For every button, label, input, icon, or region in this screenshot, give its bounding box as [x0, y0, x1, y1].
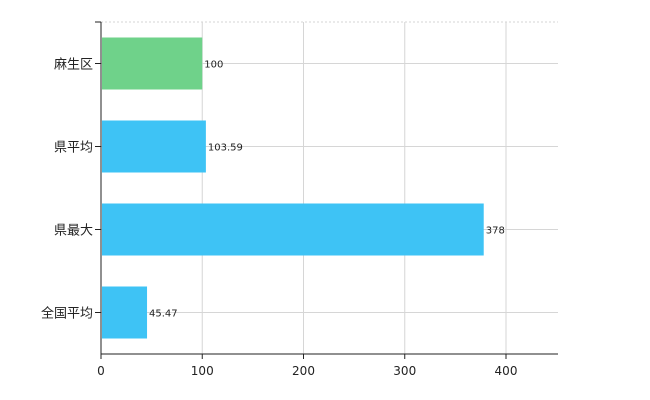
- x-tick-label: 200: [292, 364, 315, 378]
- category-label: 麻生区: [54, 58, 93, 73]
- x-tick-label: 0: [97, 364, 105, 378]
- axes: [95, 21, 558, 359]
- bar: [102, 203, 484, 256]
- category-label: 県最大: [54, 224, 93, 239]
- bar: [102, 120, 206, 173]
- bar: [102, 286, 148, 339]
- bars: [102, 37, 484, 339]
- data-label: 103.59: [208, 143, 243, 154]
- data-label: 45.47: [149, 309, 178, 320]
- category-label: 全国平均: [41, 306, 93, 322]
- data-label: 100: [204, 60, 223, 71]
- x-tick-label: 400: [495, 364, 518, 378]
- bar: [102, 37, 203, 90]
- category-label: 県平均: [54, 141, 93, 156]
- x-tick-label: 300: [393, 364, 416, 378]
- x-tick-label: 100: [191, 364, 214, 378]
- data-label: 378: [486, 226, 505, 237]
- labels: 0 100 200 300 400 麻生区 100 県平均 103.59 県最大 378 全国平均 45…: [41, 58, 517, 379]
